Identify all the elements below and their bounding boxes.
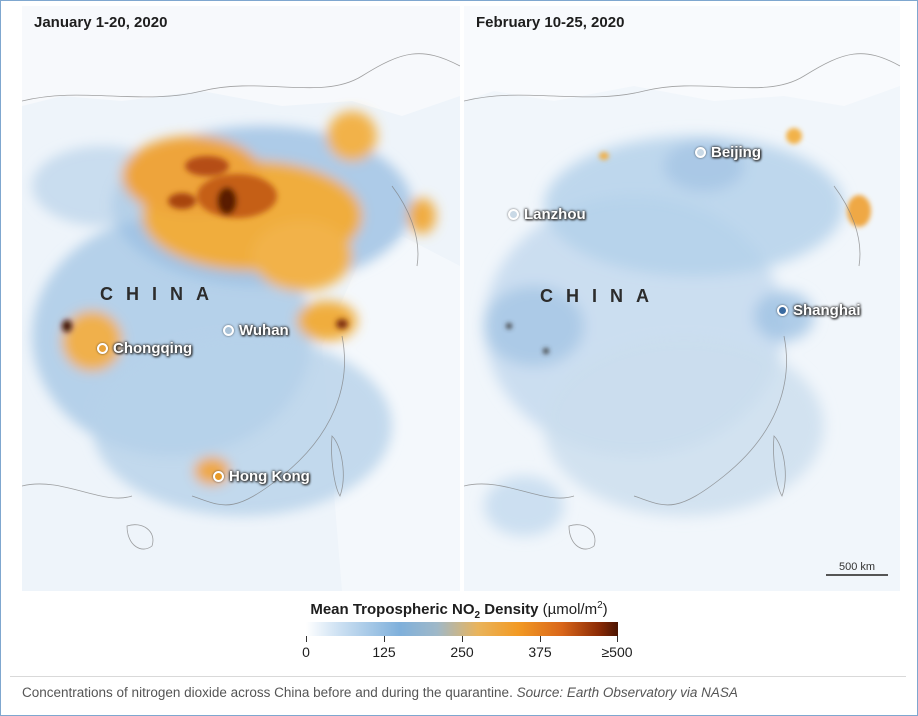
figure-caption: Concentrations of nitrogen dioxide acros… xyxy=(22,685,738,700)
legend-unit: (µmol/m2) xyxy=(542,600,608,618)
city-wuhan: Wuhan xyxy=(223,322,289,339)
legend-tick xyxy=(617,636,618,642)
city-label: Shanghai xyxy=(793,302,861,319)
legend-tick xyxy=(384,636,385,642)
legend-title-main: Mean Tropospheric NO xyxy=(310,601,475,618)
legend-color-bar xyxy=(306,622,618,636)
legend-unit-suffix: ) xyxy=(602,601,608,618)
caption-text: Concentrations of nitrogen dioxide acros… xyxy=(22,685,513,700)
city-chongqing: Chongqing xyxy=(97,340,192,357)
caption-divider xyxy=(10,676,906,677)
city-marker-icon xyxy=(97,343,108,354)
city-hong-kong: Hong Kong xyxy=(213,468,310,485)
legend-tick-label: 375 xyxy=(528,644,552,660)
map-scale: 500 km xyxy=(826,561,888,576)
legend-tick-label: ≥500 xyxy=(601,644,633,660)
legend-tick-label: 250 xyxy=(450,644,474,660)
city-marker-icon xyxy=(213,471,224,482)
legend-tick xyxy=(306,636,307,642)
legend-unit-prefix: (µmol/m xyxy=(542,601,598,618)
country-label-china: CHINA xyxy=(540,286,662,306)
map-panel-january: January 1-20, 2020 CHINA Chongqing Wuhan… xyxy=(22,6,460,591)
legend-unit-superscript: 2 xyxy=(597,600,603,611)
city-lanzhou: Lanzhou xyxy=(508,206,586,223)
city-label: Wuhan xyxy=(239,322,289,339)
no2-map-february xyxy=(464,6,900,591)
legend-title: Mean Tropospheric NO2 Density (µmol/m2) xyxy=(0,600,918,621)
city-beijing: Beijing xyxy=(695,144,761,161)
scale-bar xyxy=(826,574,888,576)
legend-title-density: Density xyxy=(484,601,539,618)
no2-map-january xyxy=(22,6,460,591)
country-label-china: CHINA xyxy=(100,284,222,304)
legend-ticks xyxy=(306,636,618,642)
city-label: Chongqing xyxy=(113,340,193,357)
caption-source: Source: Earth Observatory via NASA xyxy=(516,685,738,700)
panel-title-february: February 10-25, 2020 xyxy=(476,14,625,31)
legend-tick xyxy=(540,636,541,642)
map-panel-february: February 10-25, 2020 CHINA Beijing Lanzh… xyxy=(464,6,900,591)
city-shanghai: Shanghai xyxy=(777,302,861,319)
city-label: Beijing xyxy=(711,144,762,161)
legend-tick xyxy=(462,636,463,642)
city-marker-icon xyxy=(223,325,234,336)
city-label: Lanzhou xyxy=(524,206,586,223)
panel-title-january: January 1-20, 2020 xyxy=(34,14,168,31)
city-marker-icon xyxy=(695,147,706,158)
legend-title-subscript: 2 xyxy=(474,610,481,621)
city-label: Hong Kong xyxy=(229,468,310,485)
city-marker-icon xyxy=(508,209,519,220)
legend-tick-label: 0 xyxy=(302,644,310,660)
scale-label: 500 km xyxy=(838,561,876,573)
city-marker-icon xyxy=(777,305,788,316)
legend-tick-label: 125 xyxy=(372,644,396,660)
